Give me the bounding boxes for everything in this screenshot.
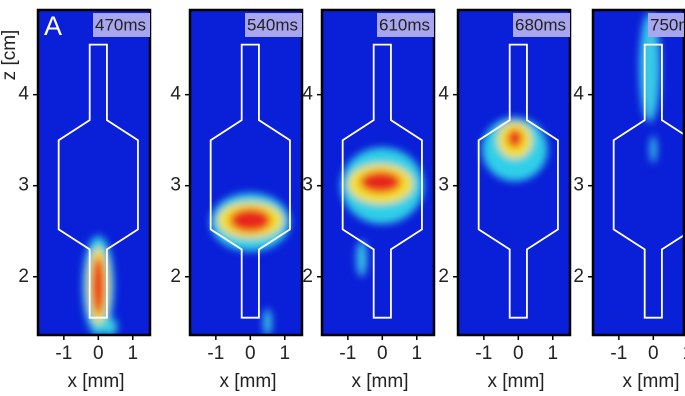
y-tick-label: 3 [170, 175, 181, 196]
y-tick-label: 3 [438, 175, 449, 196]
y-tick-label: 2 [438, 266, 449, 287]
y-tick-label: 2 [170, 266, 181, 287]
panel-letter: A [44, 11, 62, 41]
panel: -1 0 1 2 3 4 x [mm] 680ms [438, 10, 575, 392]
panel: -1 0 1 2 3 4 x [mm] 540ms [170, 10, 307, 392]
y-tick-label: 4 [438, 84, 449, 105]
intensity-blob [263, 309, 271, 336]
intensity-blob [650, 136, 657, 163]
intensity-blob [230, 208, 271, 232]
x-tick-label: -1 [339, 343, 356, 364]
intensity-blob [92, 257, 104, 315]
intensity-blob [356, 240, 366, 276]
y-tick-label: 3 [18, 175, 29, 196]
y-axis-label: z [cm] [0, 30, 20, 81]
x-tick-label: -1 [55, 343, 72, 364]
x-tick-label: 1 [411, 343, 422, 364]
y-tick-label: 4 [573, 84, 584, 105]
time-label: 540ms [247, 15, 298, 34]
x-tick-label: 0 [648, 343, 659, 364]
time-label: 610ms [379, 15, 430, 34]
x-tick-label: -1 [610, 343, 627, 364]
heatmap-background [190, 10, 302, 335]
y-tick-label: 2 [573, 266, 584, 287]
x-tick-label: 0 [245, 343, 256, 364]
intensity-blob [507, 129, 522, 147]
x-axis-label: x [mm] [488, 371, 545, 392]
x-tick-label: 1 [127, 343, 138, 364]
intensity-blob [360, 171, 401, 193]
heatmap-background [593, 10, 684, 335]
intensity-blob [103, 318, 117, 336]
x-axis-label: x [mm] [220, 371, 277, 392]
x-axis-label: x [mm] [352, 371, 409, 392]
y-tick-label: 4 [170, 84, 181, 105]
time-label: 680ms [515, 15, 566, 34]
x-axis-label: x [mm] [623, 371, 680, 392]
x-tick-label: 0 [513, 343, 524, 364]
y-tick-label: 4 [18, 84, 29, 105]
figure: -1 0 1 2 3 4 x [mm] z [cm] 470ms A -1 0 1 2 3 4 x [mm] 54… [0, 0, 685, 396]
y-tick-label: 2 [302, 266, 313, 287]
panel: -1 0 1 2 3 4 x [mm] 610ms [302, 10, 439, 392]
x-axis-label: x [mm] [68, 371, 125, 392]
y-tick-label: 3 [573, 175, 584, 196]
x-tick-label: 0 [93, 343, 104, 364]
x-tick-label: 0 [377, 343, 388, 364]
time-label: 470ms [95, 15, 146, 34]
panel: -1 0 1 2 3 4 x [mm] z [cm] 470ms A [0, 10, 155, 392]
x-tick-label: -1 [475, 343, 492, 364]
y-tick-label: 3 [302, 175, 313, 196]
y-tick-label: 4 [302, 84, 313, 105]
time-label: 750ms [650, 15, 685, 34]
y-tick-label: 2 [18, 266, 29, 287]
x-tick-label: -1 [207, 343, 224, 364]
x-tick-label: 1 [279, 343, 290, 364]
x-tick-label: 1 [547, 343, 558, 364]
